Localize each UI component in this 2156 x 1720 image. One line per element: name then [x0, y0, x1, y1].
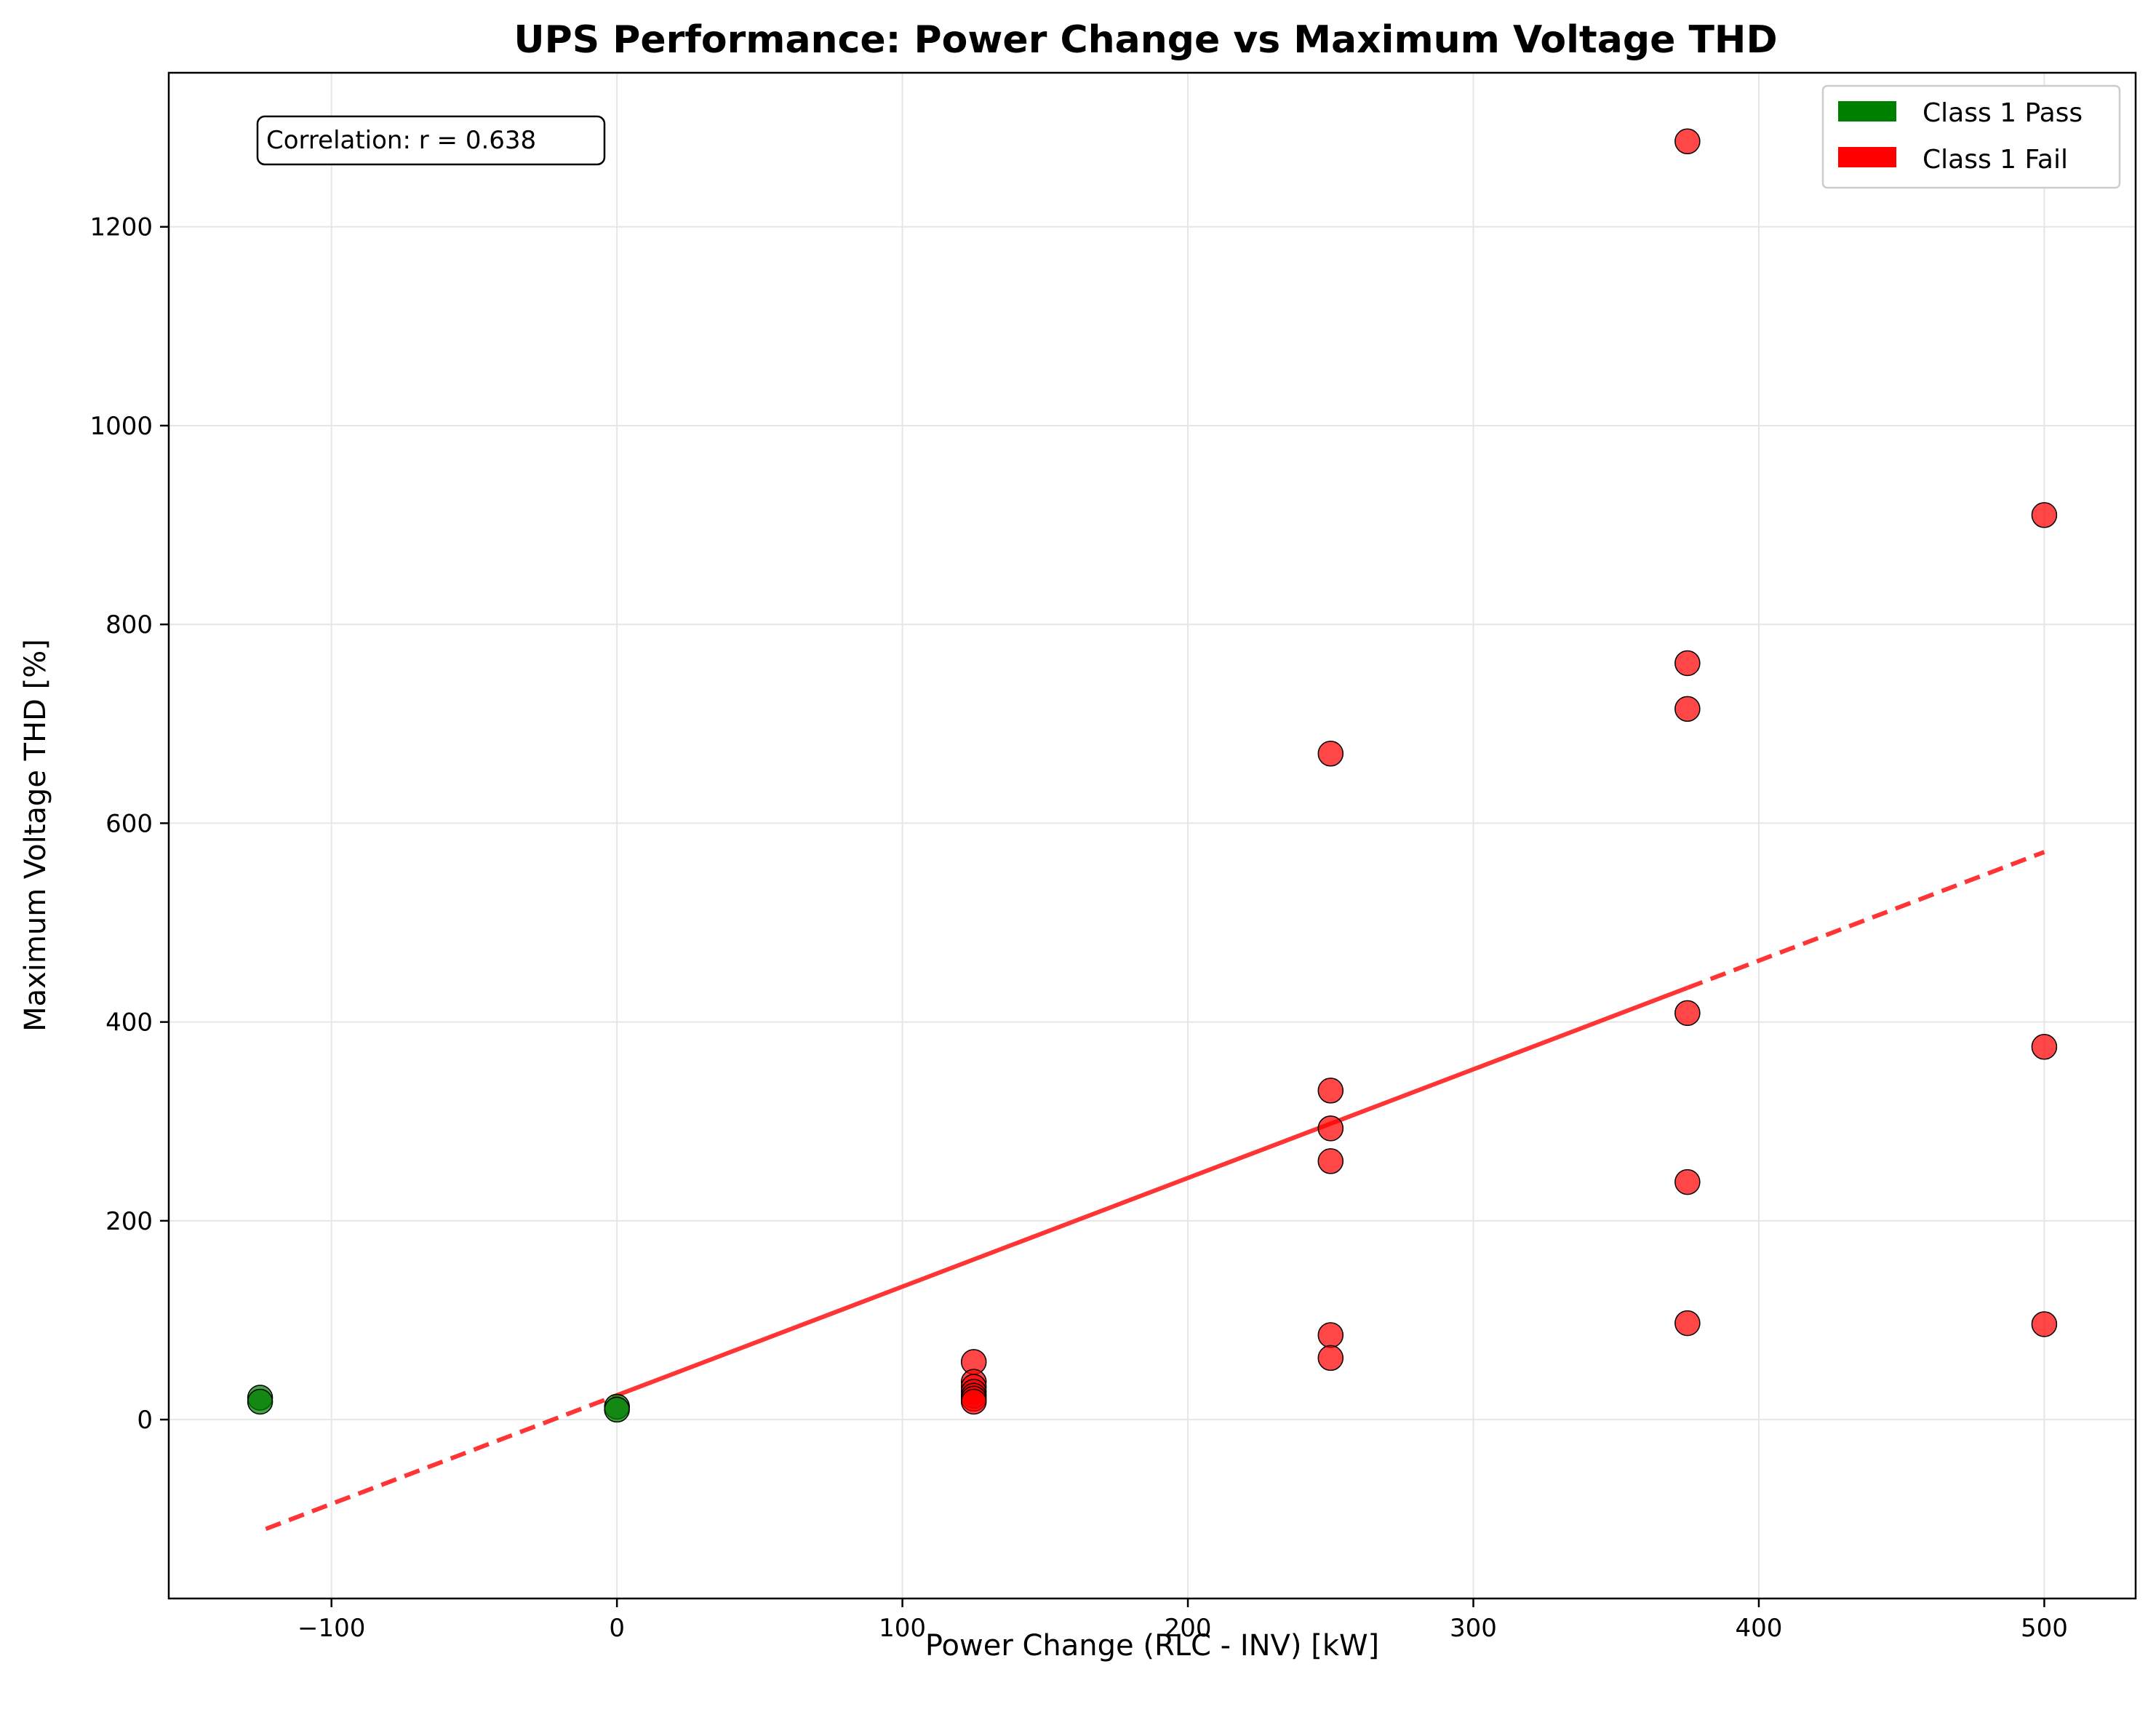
data-point [604, 1396, 630, 1423]
data-point [1317, 1148, 1344, 1174]
data-point [960, 1388, 987, 1415]
correlation-box [256, 115, 606, 166]
x-tick-label: 300 [1450, 1614, 1497, 1643]
plot-area-frame [167, 71, 2137, 1600]
data-point [1674, 1000, 1701, 1027]
legend-label-class-1-pass: Class 1 Pass [1923, 98, 2083, 128]
legend-swatch-class-1-pass [1838, 101, 1896, 122]
y-axis-label: Maximum Voltage THD [%] [19, 639, 52, 1032]
legend: Class 1 Pass Class 1 Fail [1821, 84, 2121, 189]
x-tick-label: 500 [2021, 1614, 2068, 1643]
chart-title: UPS Performance: Power Change vs Maximum… [514, 18, 1777, 62]
data-point [2031, 1034, 2058, 1060]
data-points [247, 128, 2058, 1423]
y-tick-label: 0 [137, 1406, 153, 1435]
legend-label-class-1-fail: Class 1 Fail [1923, 145, 2068, 175]
grid-lines [169, 73, 2136, 1598]
x-tick-label: −100 [298, 1614, 365, 1643]
data-point [1674, 1310, 1701, 1337]
x-axis-ticks: −100 0 100 200 300 400 500 [298, 1598, 2068, 1643]
data-point [1674, 1168, 1701, 1195]
trend-line-dashed-segment [265, 1393, 618, 1532]
data-point [1317, 741, 1344, 767]
data-point [1317, 1078, 1344, 1104]
y-tick-label: 400 [105, 1008, 153, 1038]
series-class-1-pass [247, 1385, 630, 1423]
data-point [1317, 1115, 1344, 1142]
data-point [1674, 696, 1701, 722]
data-point [247, 1388, 274, 1415]
y-tick-label: 1000 [89, 412, 153, 441]
series-class-1-fail [960, 128, 2058, 1415]
y-tick-label: 600 [105, 809, 153, 838]
trend-line-solid-segment [616, 985, 1688, 1398]
data-point [2031, 1311, 2058, 1337]
trend-line [265, 850, 2045, 1532]
data-point [1317, 1345, 1344, 1371]
x-tick-label: 100 [879, 1614, 926, 1643]
y-tick-label: 1200 [89, 213, 153, 242]
legend-swatch-class-1-fail [1838, 147, 1896, 167]
y-tick-label: 800 [105, 610, 153, 640]
x-tick-label: 0 [609, 1614, 625, 1643]
data-point [1674, 128, 1701, 155]
x-tick-label: 200 [1165, 1614, 1212, 1643]
data-point [2031, 502, 2058, 528]
legend-box [1821, 84, 2121, 189]
correlation-text: Correlation: r = 0.638 [266, 126, 536, 155]
y-tick-label: 200 [105, 1207, 153, 1236]
x-axis-label: Power Change (RLC - INV) [kW] [925, 1629, 1379, 1663]
data-point [1674, 650, 1701, 677]
correlation-annotation: Correlation: r = 0.638 [256, 115, 606, 166]
trend-line-dashed-segment [1686, 850, 2045, 990]
y-axis-ticks: 0 200 400 600 800 1000 1200 [89, 213, 169, 1435]
data-point [1317, 1322, 1344, 1348]
x-tick-label: 400 [1736, 1614, 1783, 1643]
